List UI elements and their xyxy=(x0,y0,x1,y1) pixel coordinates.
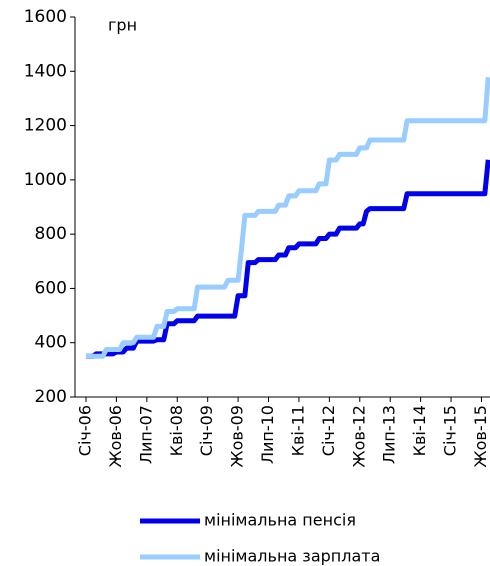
y-tick-label: 800 xyxy=(35,224,67,244)
x-tick-label: Кві-11 xyxy=(288,405,307,456)
y-tick-label: 1400 xyxy=(24,61,67,81)
y-tick-label: 600 xyxy=(35,278,67,298)
y-tick-label: 400 xyxy=(35,333,67,353)
x-tick-label: Кві-14 xyxy=(410,405,429,456)
x-tick-label: Жов-09 xyxy=(228,405,247,468)
x-tick-label: Жов-12 xyxy=(349,405,368,468)
x-tick-label: Лип-07 xyxy=(136,405,155,464)
x-tick-label: Жов-06 xyxy=(106,405,125,468)
y-tick-label: 1600 xyxy=(24,7,67,27)
y-tick-label: 200 xyxy=(35,387,67,407)
x-tick-label: Лип-10 xyxy=(258,405,277,464)
y-unit: грн xyxy=(108,16,137,35)
x-tick-label: Січ-15 xyxy=(441,405,460,456)
x-tick-label: Січ-09 xyxy=(197,405,216,456)
series-line xyxy=(86,159,490,359)
x-tick-label: Січ-12 xyxy=(319,405,338,456)
x-tick-label: Січ-06 xyxy=(76,405,95,456)
y-tick-label: 1000 xyxy=(24,170,67,190)
legend-label: мінімальна зарплата xyxy=(204,547,380,566)
legend-label: мінімальна пенсія xyxy=(204,511,356,530)
series-line xyxy=(86,77,490,359)
y-tick-label: 1200 xyxy=(24,116,67,136)
x-tick-label: Лип-13 xyxy=(380,405,399,464)
x-tick-label: Кві-08 xyxy=(167,405,186,456)
x-tick-label: Жов-15 xyxy=(471,405,490,468)
